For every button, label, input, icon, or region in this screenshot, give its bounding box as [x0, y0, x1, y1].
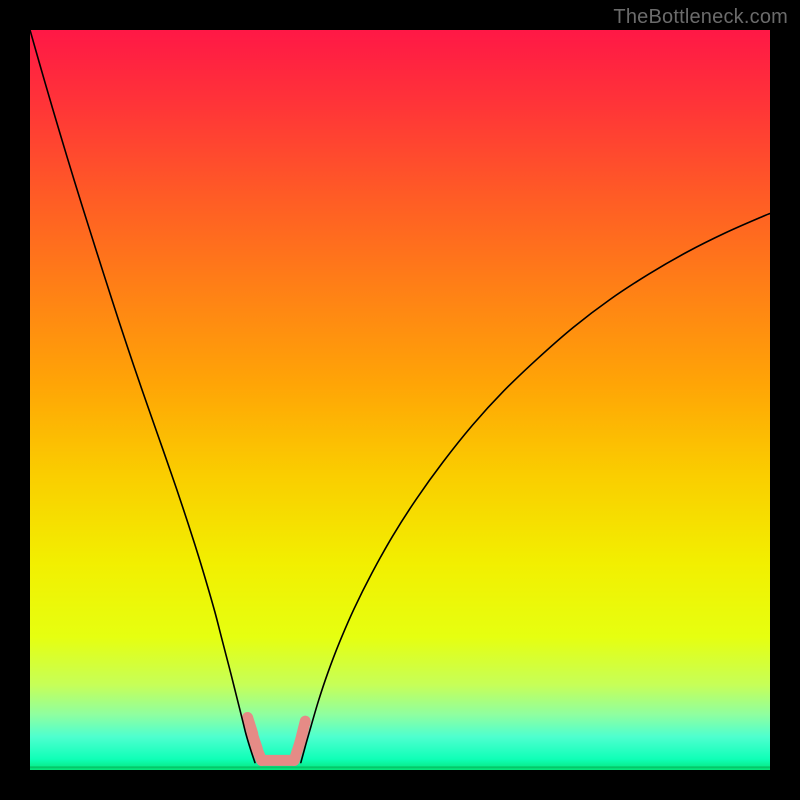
watermark-text: TheBottleneck.com: [613, 6, 788, 29]
bottleneck-chart: [30, 30, 770, 770]
gradient-background: [30, 30, 770, 770]
trough-segment: [300, 721, 305, 742]
chart-svg: [30, 30, 770, 770]
